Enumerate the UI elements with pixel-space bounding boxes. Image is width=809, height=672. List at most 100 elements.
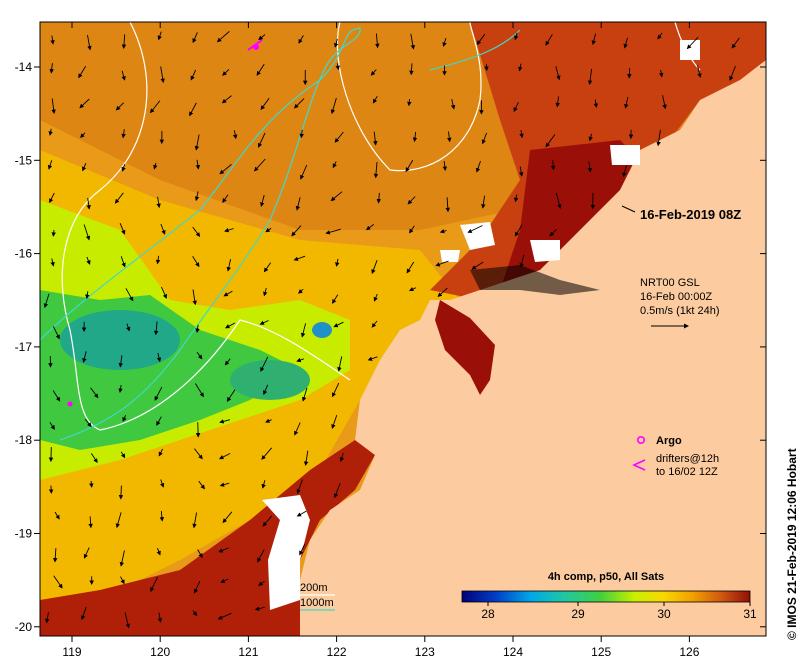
current-vector-arrow <box>85 291 90 300</box>
current-vector-arrow <box>192 512 198 529</box>
y-tick-label: -15 <box>15 153 33 167</box>
current-vector-arrow <box>195 383 204 398</box>
current-vector-arrow <box>555 66 561 81</box>
current-vector-arrow <box>333 321 344 328</box>
current-vector-arrow <box>450 98 456 110</box>
current-vector-arrow <box>263 287 268 297</box>
current-vector-arrow <box>192 226 201 238</box>
current-vector-arrow <box>332 161 337 169</box>
current-vector-arrow <box>325 228 341 235</box>
current-vector-arrow <box>119 223 126 235</box>
y-tick-label: -17 <box>15 340 33 354</box>
current-vector-arrow <box>118 385 123 393</box>
argo-legend-label: Argo <box>656 435 682 447</box>
sst-blue-spot <box>312 322 332 338</box>
current-vector-arrow <box>120 256 126 268</box>
current-vector-arrow <box>150 577 158 593</box>
current-vector-arrow <box>48 128 53 136</box>
y-tick-label: -14 <box>15 60 33 74</box>
current-vector-arrow <box>334 131 344 143</box>
current-vector-arrow <box>121 164 126 172</box>
current-vector-arrow <box>83 547 90 559</box>
current-vector-arrow <box>90 453 98 464</box>
current-vector-arrow <box>190 69 197 81</box>
current-vector-arrow <box>409 225 415 234</box>
current-vector-arrow <box>335 63 340 71</box>
current-vector-arrow <box>371 320 378 328</box>
current-vector-arrow <box>80 132 86 139</box>
current-vector-arrow <box>222 511 233 524</box>
current-vector-arrow <box>300 323 307 338</box>
current-vector-arrow <box>519 130 524 139</box>
current-vector-arrow <box>373 293 378 302</box>
cloud-mask-2 <box>530 240 560 262</box>
current-vector-arrow <box>373 161 379 179</box>
current-vector-arrow <box>519 254 525 268</box>
current-vector-arrow <box>373 131 378 146</box>
current-vector-arrow <box>265 418 272 423</box>
current-vector-arrow <box>216 31 230 43</box>
current-vector-arrow <box>365 224 375 231</box>
current-vector-arrow <box>545 34 553 46</box>
current-vector-arrow <box>627 68 632 79</box>
colorbar-tick-label: 28 <box>481 607 495 621</box>
current-vector-arrow <box>49 63 54 74</box>
current-scale-label: 0.5m/s (1kt 24h) <box>640 305 719 317</box>
current-vector-arrow <box>115 102 125 111</box>
x-tick-label: 120 <box>150 645 170 659</box>
current-vector-arrow <box>159 479 165 488</box>
cloud-mask-4 <box>680 40 700 60</box>
current-vector-arrow <box>372 95 378 104</box>
current-vector-arrow <box>222 194 229 203</box>
current-vector-arrow <box>375 33 380 49</box>
current-vector-arrow <box>47 160 53 170</box>
current-vector-arrow <box>299 543 306 556</box>
current-vector-arrow <box>263 262 272 273</box>
timestamp-pointer <box>621 205 636 213</box>
y-tick-label: -19 <box>15 527 33 541</box>
contour-1000m <box>40 27 361 441</box>
current-vector-arrow <box>51 98 56 115</box>
current-vector-arrow <box>258 34 266 41</box>
credit-label: © IMOS 21-Feb-2019 12:06 Hobart <box>785 448 799 640</box>
current-vector-arrow <box>156 352 162 363</box>
current-vectors <box>43 31 740 629</box>
current-vector-arrow <box>48 485 54 494</box>
current-vector-arrow <box>89 480 94 488</box>
current-vector-arrow <box>220 578 229 583</box>
current-vector-arrow <box>335 258 340 267</box>
current-vector-arrow <box>121 34 127 49</box>
current-vector-arrow <box>301 387 308 402</box>
current-vector-arrow <box>78 65 87 79</box>
contour-1000-label: 1000m <box>300 597 334 609</box>
current-vector-arrow <box>88 516 93 529</box>
current-vector-arrow <box>226 259 232 272</box>
current-vector-arrow <box>587 68 593 85</box>
current-vector-arrow <box>196 351 203 360</box>
current-vector-arrow <box>299 129 304 139</box>
current-vector-arrow <box>298 35 304 44</box>
current-vector-arrow <box>408 287 416 292</box>
colorbar-title: 4h comp, p50, All Sats <box>548 571 664 583</box>
current-vector-arrow <box>52 326 60 340</box>
contour-200-label: 200m <box>300 582 328 594</box>
current-vector-arrow <box>192 610 198 617</box>
current-vector-arrow <box>555 192 562 209</box>
current-vector-arrow <box>555 96 560 108</box>
current-vector-arrow <box>624 96 629 109</box>
current-vector-arrow <box>622 165 627 178</box>
current-vector-arrow <box>257 132 266 148</box>
contour-200m-north <box>336 22 482 172</box>
current-vector-arrow <box>260 97 270 111</box>
current-vector-arrow <box>118 485 124 500</box>
y-tick-label: -20 <box>15 620 33 634</box>
current-vector-arrow <box>447 131 452 143</box>
current-vector-arrow <box>90 387 99 399</box>
current-vector-arrow <box>518 63 523 72</box>
colorbar-tick-label: 31 <box>743 607 757 621</box>
current-vector-arrow <box>197 549 203 559</box>
current-vector-arrow <box>79 98 90 109</box>
current-vector-arrow <box>412 131 418 143</box>
current-vector-arrow <box>115 512 122 529</box>
